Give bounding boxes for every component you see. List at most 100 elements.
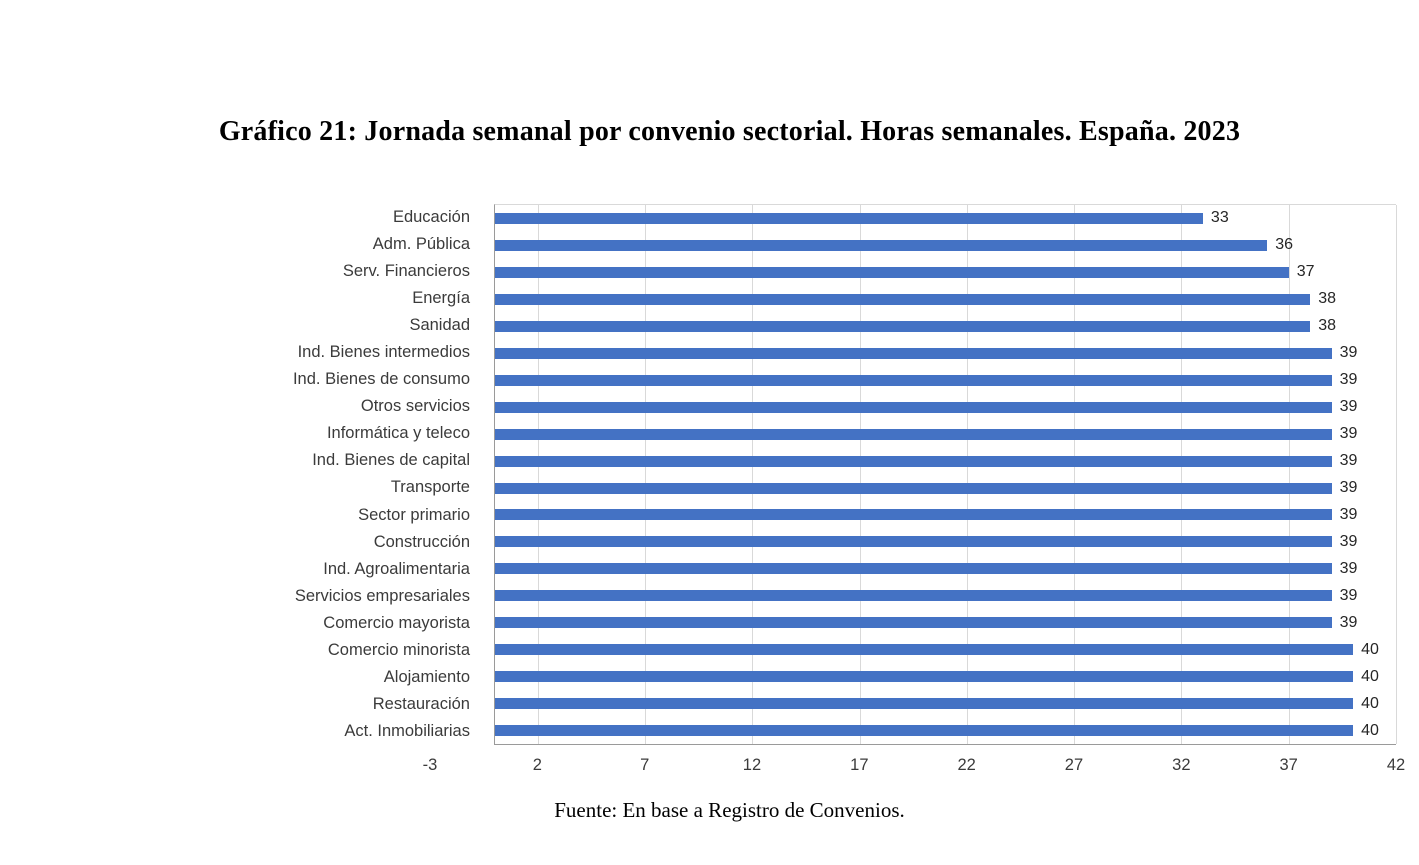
bar-row: 38	[495, 286, 1396, 313]
category-label: Ind. Bienes intermedios	[297, 343, 470, 362]
bar-value-label: 40	[1361, 694, 1379, 712]
category-label: Ind. Bienes de capital	[312, 451, 470, 470]
category-label: Educación	[392, 208, 470, 227]
category-label: Sanidad	[409, 316, 470, 335]
bar	[495, 455, 1332, 467]
category-label: Act. Inmobiliarias	[344, 721, 470, 740]
category-label: Adm. Pública	[372, 235, 470, 254]
gridline	[752, 205, 754, 744]
bar-value-label: 39	[1339, 452, 1358, 470]
category-label: Transporte	[390, 478, 470, 497]
bar-value-label: 39	[1339, 559, 1358, 577]
bar-row: 38	[495, 313, 1396, 340]
bar-value-label: 38	[1318, 290, 1336, 308]
bar-row: 40	[495, 636, 1396, 663]
x-axis: -3 2 7 12 17 22 27 32 37 42	[423, 756, 1406, 778]
bar	[495, 239, 1268, 251]
gridline	[537, 205, 539, 744]
bar	[495, 590, 1332, 602]
x-tick-label: 2	[532, 756, 542, 774]
bar-value-label: 39	[1339, 398, 1358, 416]
chart-title: Gráfico 21: Jornada semanal por convenio…	[218, 116, 1241, 147]
bar-value-label: 39	[1339, 479, 1358, 496]
bar-row: 36	[495, 232, 1396, 259]
x-tick-label: 42	[1386, 756, 1406, 774]
category-label: Serv. Financieros	[342, 262, 470, 281]
category-label: Informática y teleco	[326, 424, 470, 443]
category-label: Construcción	[373, 532, 470, 551]
source-note: Fuente: En base a Registro de Convenios.	[554, 798, 905, 822]
bar-row: 40	[495, 690, 1396, 717]
bar	[495, 401, 1332, 413]
bar-row: 39	[495, 528, 1396, 555]
category-label: Energía	[412, 289, 470, 308]
bar-value-label: 38	[1318, 317, 1336, 335]
gridline	[966, 205, 968, 744]
x-tick-label: 17	[850, 756, 869, 774]
gridline	[859, 205, 861, 744]
bar	[495, 320, 1311, 332]
bar	[495, 212, 1203, 224]
bar-value-label: 39	[1339, 371, 1358, 389]
bar-row: 39	[495, 394, 1396, 421]
bar-row: 39	[495, 367, 1396, 394]
category-label: Ind. Agroalimentaria	[323, 559, 470, 578]
bar	[495, 266, 1289, 278]
bar-row: 39	[495, 555, 1396, 582]
bar-row: 37	[495, 259, 1396, 286]
bar	[495, 347, 1332, 359]
bar	[495, 698, 1354, 710]
bar-value-label: 39	[1339, 344, 1358, 362]
bar	[495, 482, 1332, 494]
bar-row: 40	[495, 717, 1396, 744]
bar-row: 39	[495, 340, 1396, 367]
category-axis: Educación Adm. Pública Serv. Financieros En…	[0, 204, 482, 745]
gridline	[645, 205, 647, 744]
bar-row: 39	[495, 448, 1396, 475]
category-label: Comercio minorista	[327, 640, 470, 659]
category-label: Ind. Bienes de consumo	[292, 370, 470, 389]
bar-row: 39	[495, 475, 1396, 502]
category-label: Sector primario	[358, 505, 470, 524]
bar-row: 39	[495, 421, 1396, 448]
bar-row: 39	[495, 582, 1396, 609]
bar-value-label: 33	[1210, 209, 1229, 227]
category-label: Restauración	[372, 694, 470, 713]
bar-value-label: 39	[1339, 505, 1358, 523]
bar	[495, 644, 1354, 656]
category-label: Servicios empresariales	[294, 586, 470, 605]
category-label: Comercio mayorista	[323, 613, 470, 632]
bar-row: 40	[495, 663, 1396, 690]
bar-value-label: 40	[1361, 667, 1379, 685]
bar	[495, 671, 1354, 683]
gridline	[1181, 205, 1183, 744]
x-tick-label: -3	[422, 756, 438, 774]
x-tick-label: 7	[640, 756, 650, 774]
bar-value-label: 39	[1339, 425, 1358, 443]
bar	[495, 563, 1332, 575]
category-label: Alojamiento	[383, 667, 470, 686]
x-tick-label: 12	[742, 756, 762, 774]
gridline	[1396, 205, 1397, 744]
bar	[495, 536, 1332, 548]
bar-row: 33	[495, 205, 1396, 232]
bar-row: 39	[495, 609, 1396, 636]
bar	[495, 509, 1332, 521]
gridline	[1074, 205, 1076, 744]
x-tick-label: 32	[1172, 756, 1191, 774]
bar	[495, 428, 1332, 440]
x-tick-label: 27	[1064, 756, 1084, 774]
x-tick-label: 22	[957, 756, 976, 774]
bar-value-label: 37	[1296, 263, 1315, 281]
bar-value-label: 39	[1339, 613, 1358, 631]
plot-area: 33 36 37 38 38 39 39 39 39 39 39 39 39 39 39 39 40 40 40 40	[494, 204, 1397, 745]
bar	[495, 617, 1332, 629]
bar-value-label: 40	[1361, 640, 1379, 658]
bar	[495, 293, 1311, 305]
x-tick-label: 37	[1279, 756, 1298, 774]
bar-value-label: 36	[1275, 236, 1294, 254]
bar-row: 39	[495, 501, 1396, 528]
bar-value-label: 40	[1361, 721, 1379, 739]
gridline	[1288, 205, 1290, 744]
